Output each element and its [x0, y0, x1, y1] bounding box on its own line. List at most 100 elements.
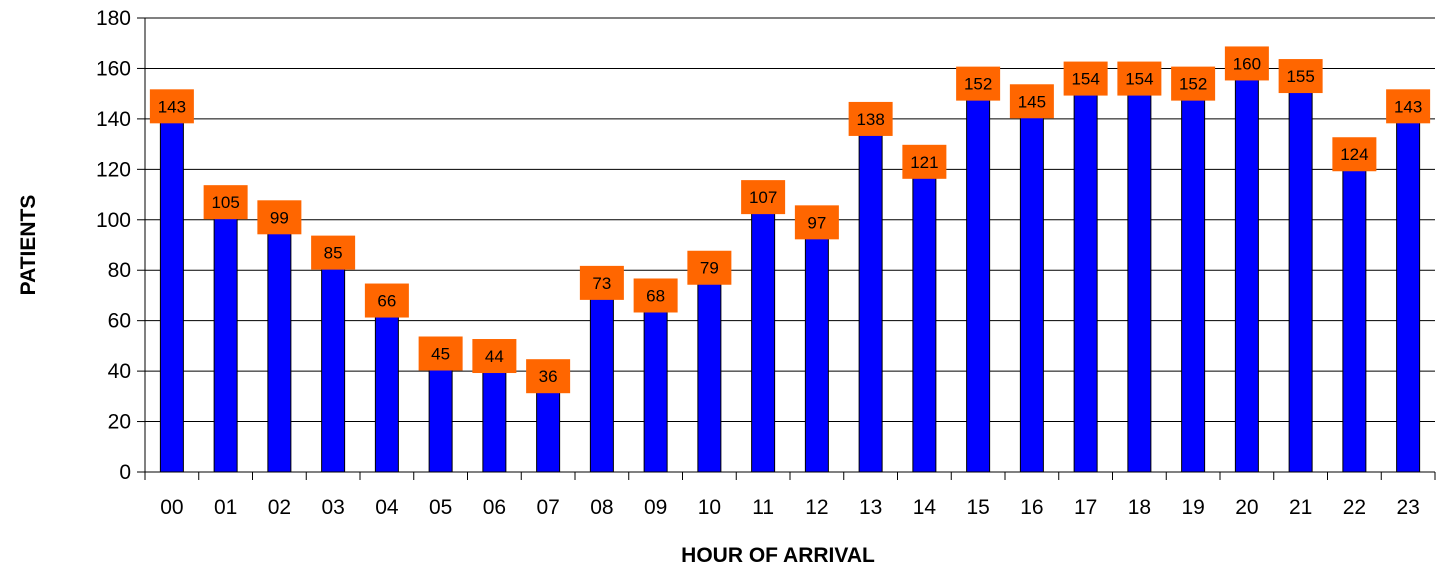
data-label-text: 152 [964, 75, 992, 94]
data-label-box [1171, 66, 1216, 101]
data-label: 99 [257, 200, 302, 235]
x-tick-label: 05 [429, 496, 452, 519]
bar [482, 360, 507, 473]
x-tick-label: 01 [214, 496, 237, 519]
data-label-text: 68 [646, 286, 665, 305]
data-label-text: 145 [1018, 92, 1046, 111]
data-label-box [364, 283, 409, 318]
data-label-box [1117, 61, 1162, 96]
y-tick-label: 60 [108, 310, 131, 333]
data-label-box [741, 180, 786, 215]
x-tick-label: 23 [1396, 496, 1419, 519]
y-tick-label: 0 [119, 461, 131, 484]
data-label-text: 44 [485, 347, 504, 366]
x-tick-label: 12 [805, 496, 828, 519]
x-tick-label: 07 [536, 496, 559, 519]
data-label: 45 [418, 336, 463, 371]
data-label: 152 [1171, 66, 1216, 101]
data-label-box [848, 101, 893, 136]
bar [1342, 158, 1367, 473]
data-label-text: 36 [539, 367, 558, 386]
bar [1019, 105, 1044, 473]
data-label-text: 105 [211, 193, 239, 212]
data-label-text: 155 [1286, 67, 1314, 86]
bar [966, 88, 991, 473]
x-tick-label: 16 [1020, 496, 1043, 519]
gridlines [145, 17, 1435, 423]
data-label: 105 [203, 185, 248, 220]
data-label-text: 138 [856, 110, 884, 129]
y-tick-label: 140 [96, 108, 131, 131]
x-tick-label: 08 [590, 496, 613, 519]
bar [1127, 83, 1152, 473]
data-label: 36 [526, 359, 571, 394]
data-label: 154 [1063, 61, 1108, 96]
axes [137, 17, 1436, 480]
bar [643, 299, 668, 473]
data-label: 97 [794, 205, 839, 240]
bar [912, 166, 937, 473]
bar [1181, 88, 1206, 473]
data-label-text: 143 [158, 97, 186, 116]
data-label-box [579, 265, 624, 300]
y-tick-label: 180 [96, 7, 131, 30]
bar [697, 272, 722, 473]
data-label-text: 85 [324, 244, 343, 263]
data-label-text: 79 [700, 259, 719, 278]
bar [428, 358, 453, 473]
x-axis-title: HOUR OF ARRIVAL [681, 544, 875, 567]
data-label: 160 [1224, 46, 1269, 81]
x-tick-label: 15 [966, 496, 989, 519]
data-label: 121 [902, 144, 947, 179]
data-label-text: 99 [270, 208, 289, 227]
bar [159, 110, 184, 473]
data-label-text: 124 [1340, 145, 1368, 164]
data-label: 143 [149, 89, 194, 124]
data-label-text: 73 [592, 274, 611, 293]
x-tick-label: 21 [1289, 496, 1312, 519]
data-label-text: 66 [377, 292, 396, 311]
data-label-box [1278, 59, 1323, 94]
y-axis-title: PATIENTS [17, 195, 40, 296]
data-label-box [794, 205, 839, 240]
x-tick-label: 17 [1074, 496, 1097, 519]
data-label: 143 [1386, 89, 1431, 124]
data-label-box [149, 89, 194, 124]
y-tick-labels: 0 20 40 60 80 100 120 140 160 180 [96, 7, 131, 484]
data-label: 44 [472, 339, 517, 374]
data-label-text: 143 [1394, 97, 1422, 116]
bar [536, 380, 561, 473]
data-label: 79 [687, 250, 732, 285]
data-label-text: 152 [1179, 75, 1207, 94]
data-label-box [1386, 89, 1431, 124]
data-label-text: 121 [910, 153, 938, 172]
y-tick-label: 40 [108, 360, 131, 383]
data-label: 73 [579, 265, 624, 300]
data-label: 68 [633, 278, 678, 313]
data-label-box [1332, 137, 1377, 172]
data-label-text: 154 [1071, 70, 1099, 89]
data-label-box [956, 66, 1001, 101]
y-tick-label: 160 [96, 57, 131, 80]
data-label: 145 [1009, 84, 1054, 119]
data-label-text: 160 [1233, 54, 1261, 73]
bar [1396, 110, 1421, 473]
data-label-box [902, 144, 947, 179]
x-tick-labels: 00 01 02 03 04 05 06 07 08 09 10 11 12 13 14 15 16 17 18 19… [160, 496, 1420, 519]
data-label-text: 154 [1125, 70, 1153, 89]
data-label-box [472, 339, 517, 374]
y-tick-label: 100 [96, 209, 131, 232]
data-label-box [203, 185, 248, 220]
bar [213, 206, 238, 473]
data-label-box [526, 359, 571, 394]
data-label-box [311, 235, 356, 270]
x-tick-label: 09 [644, 496, 667, 519]
data-label: 138 [848, 101, 893, 136]
x-tick-label: 10 [698, 496, 721, 519]
data-label: 155 [1278, 59, 1323, 94]
data-labels: 143 105 99 85 66 45 44 36 73 68 79 107 97 138 121 152 14… [149, 46, 1431, 394]
x-tick-label: 14 [913, 496, 937, 519]
y-tick-label: 80 [108, 259, 131, 282]
x-tick-label: 18 [1128, 496, 1151, 519]
